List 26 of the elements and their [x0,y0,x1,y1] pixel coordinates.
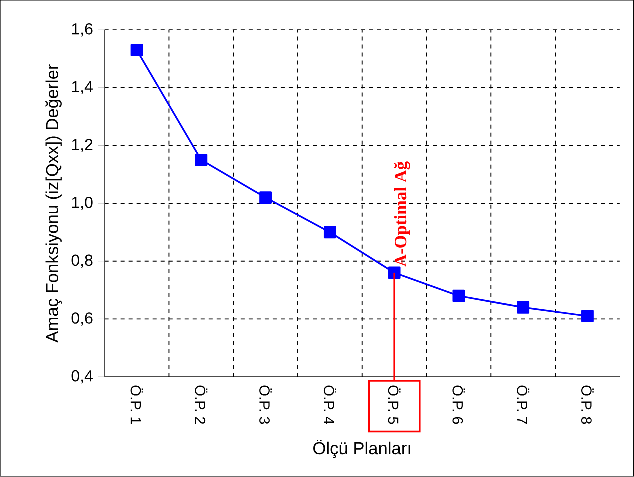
x-tick-label: Ö.P. 4 [324,386,336,424]
annotation: A-Optimal Ağ [394,162,410,267]
point [388,266,401,280]
point [452,290,466,302]
y-tick-label: 0,8 [72,254,93,268]
x-tick-label: Ö.P. 8 [582,386,594,424]
point [324,226,336,239]
y-tick-label: 1,4 [72,81,93,95]
point [260,192,272,204]
x-tick-label: Ö.P. 6 [452,386,466,424]
point [517,302,530,314]
x-tick-label: Ö.P. 3 [260,386,272,424]
y-tick-label: 1,2 [72,139,93,152]
point [195,154,208,166]
point [582,310,594,323]
x-axis-title: Ölçü Planları [314,440,410,458]
y-tick-label: 0,6 [72,312,93,326]
x-tick-label: Ö.P. 5 [388,386,401,424]
point [130,44,144,57]
x-tick-label: Ö.P. 7 [517,386,530,424]
y-tick-label: 0,4 [72,370,93,384]
y-tick-label: 1,6 [72,24,93,37]
x-tick-label: Ö.P. 2 [195,386,208,424]
y-tick-label: 1,0 [72,197,93,210]
y-axis-title: Amaç Fonksiyonu (iz[Qxx]) Değerler [46,64,62,343]
x-tick-label: Ö.P. 1 [130,386,144,424]
